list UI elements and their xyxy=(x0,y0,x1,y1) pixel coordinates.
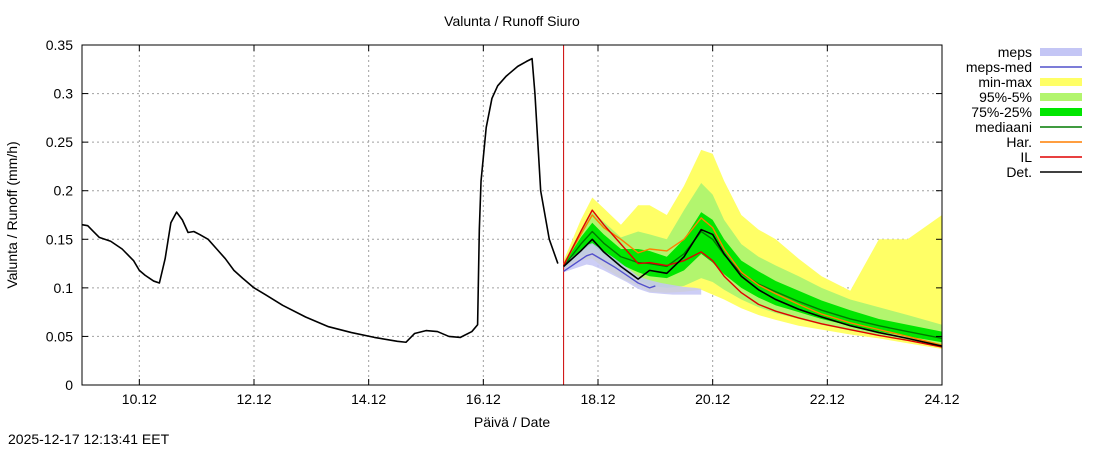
x-tick-label: 24.12 xyxy=(924,391,959,407)
grid-lines xyxy=(82,45,942,385)
band-95-5 xyxy=(563,182,942,347)
plot-frame xyxy=(81,44,943,386)
x-tick-label: 18.12 xyxy=(580,391,615,407)
series-det-history xyxy=(81,57,559,344)
legend-swatch-minmax xyxy=(1040,78,1082,86)
legend-label-p75-25: 75%-25% xyxy=(971,104,1032,120)
series-median xyxy=(563,230,943,340)
y-tick-label: 0.35 xyxy=(46,37,73,53)
legend-label-p95-5: 95%-5% xyxy=(979,89,1032,105)
timestamp: 2025-12-17 12:13:41 EET xyxy=(8,431,170,447)
data-lines xyxy=(81,57,943,348)
legend-label-det: Det. xyxy=(1006,164,1032,180)
x-tick-label: 20.12 xyxy=(695,391,730,407)
legend-swatch-p95-5 xyxy=(1040,93,1082,101)
x-tick-label: 12.12 xyxy=(236,391,271,407)
axis-ticks: 0 0.05 0.1 0.15 0.2 0.25 0.3 0.35 10.12 12.12 14.1… xyxy=(46,37,960,407)
x-axis-label: Päivä / Date xyxy=(474,414,550,430)
x-tick-label: 14.12 xyxy=(351,391,386,407)
legend-label-har: Har. xyxy=(1006,134,1032,150)
legend-label-il: IL xyxy=(1020,149,1032,165)
x-tick-label: 16.12 xyxy=(466,391,501,407)
series-meps-med xyxy=(563,253,656,289)
y-tick-label: 0.25 xyxy=(46,134,73,150)
y-tick-label: 0.05 xyxy=(46,328,73,344)
legend: mepsmeps-medmin-max95%-5%75%-25%mediaani… xyxy=(966,44,1082,180)
legend-label-minmax: min-max xyxy=(978,74,1032,90)
x-tick-label: 10.12 xyxy=(122,391,157,407)
y-tick-label: 0.3 xyxy=(54,86,74,102)
band-meps xyxy=(563,243,702,295)
legend-swatch-meps xyxy=(1040,48,1082,56)
series-det xyxy=(563,228,943,347)
y-tick-label: 0.2 xyxy=(54,183,74,199)
x-tick-label: 22.12 xyxy=(810,391,845,407)
series-il xyxy=(562,209,943,348)
y-tick-label: 0.1 xyxy=(54,280,74,296)
y-tick-label: 0 xyxy=(65,377,73,393)
band-75-25 xyxy=(563,212,942,343)
forecast-bands xyxy=(563,45,942,385)
legend-label-median: mediaani xyxy=(975,119,1032,135)
y-axis-label: Valunta / Runoff (mm/h) xyxy=(4,141,20,288)
chart-title: Valunta / Runoff Siuro xyxy=(444,13,580,29)
legend-swatch-p75-25 xyxy=(1040,108,1082,116)
legend-label-meps-med: meps-med xyxy=(966,59,1032,75)
y-tick-label: 0.15 xyxy=(46,231,73,247)
legend-label-meps: meps xyxy=(998,44,1032,60)
